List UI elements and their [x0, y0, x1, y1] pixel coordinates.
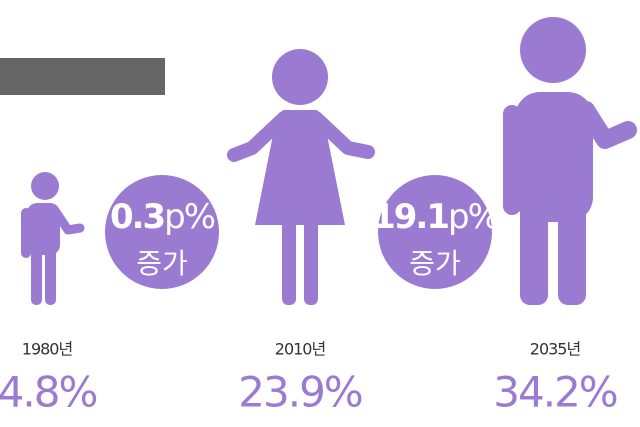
- increase-badge: [105, 175, 219, 289]
- header-bar: [0, 58, 165, 95]
- increase-amount: 0.3p%: [110, 197, 215, 237]
- man-figure: [503, 17, 637, 305]
- increase-unit: p%: [448, 197, 499, 237]
- year-label: 2035년: [530, 340, 581, 359]
- increase-label: 증가: [136, 247, 188, 280]
- woman-figure: [227, 49, 375, 305]
- increase-number: 0.3: [110, 197, 164, 237]
- increase-badge: [378, 175, 492, 289]
- increase-unit: p%: [164, 197, 215, 237]
- year-label: 2010년: [275, 340, 326, 359]
- share-value: 4.8%: [0, 368, 96, 417]
- share-value: 23.9%: [238, 368, 362, 417]
- child-figure: [21, 172, 85, 305]
- year-label: 1980년: [22, 340, 73, 359]
- share-value: 34.2%: [493, 368, 617, 417]
- increase-number: 19.1: [372, 197, 448, 237]
- increase-amount: 19.1p%: [372, 197, 498, 237]
- increase-label: 증가: [409, 247, 461, 280]
